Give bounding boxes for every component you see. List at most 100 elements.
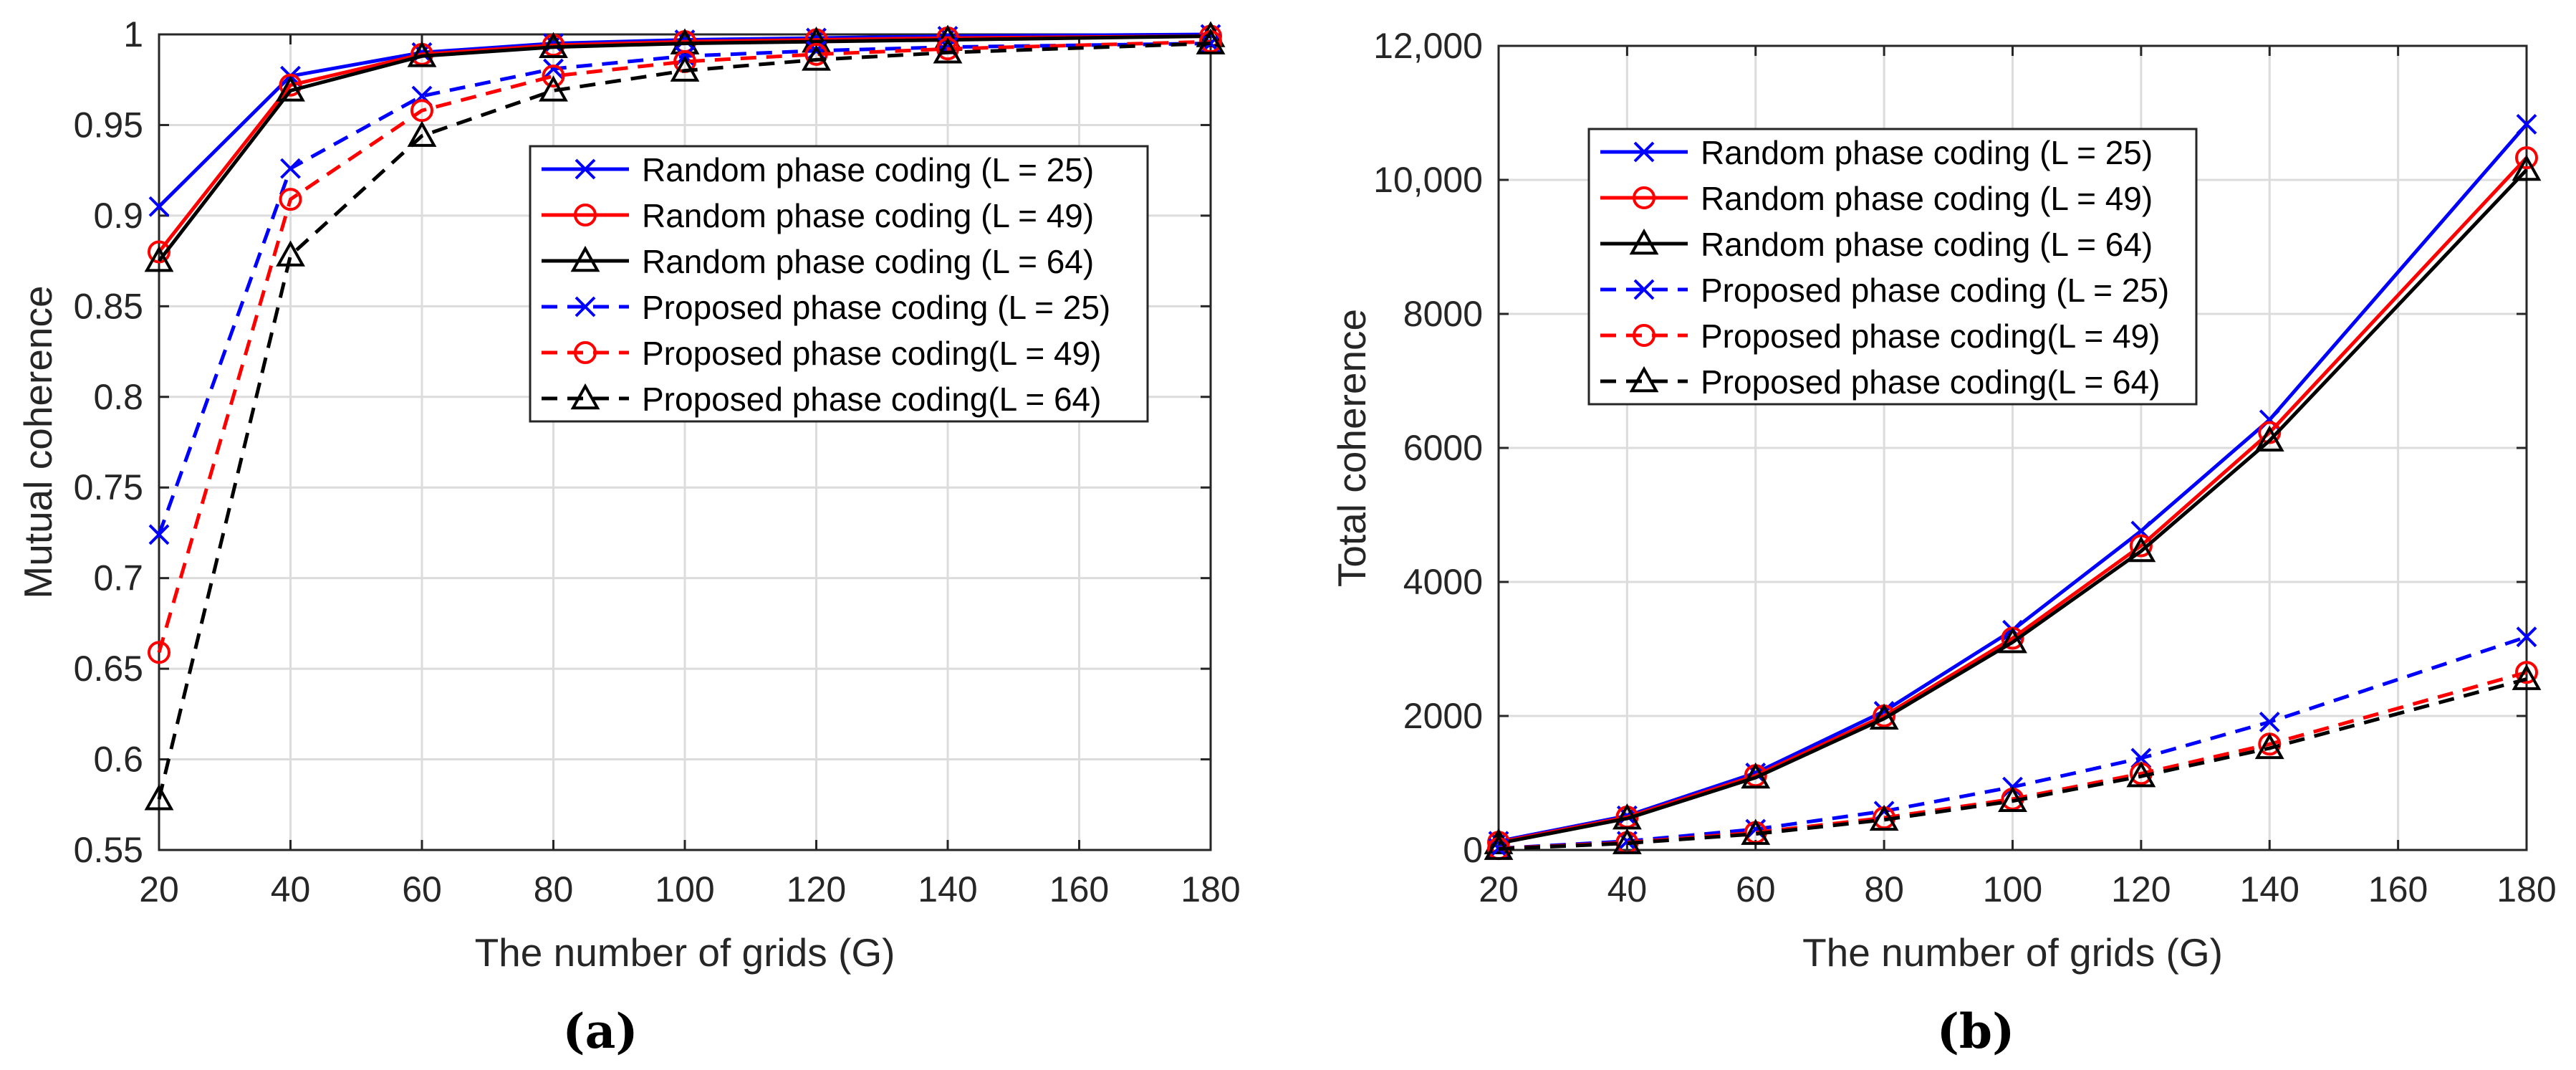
y-tick-label: 8000	[1403, 294, 1483, 334]
x-tick-label: 160	[1049, 869, 1109, 909]
legend-item: Proposed phase coding (L = 25)	[1600, 272, 2169, 309]
legend-label: Proposed phase coding (L = 25)	[1701, 272, 2169, 309]
x-tick-label: 140	[918, 869, 977, 909]
data-point	[2516, 113, 2537, 135]
legend-box	[529, 145, 1149, 423]
legend-marker	[570, 245, 600, 272]
y-axis-label: Total coherence	[1330, 309, 1374, 587]
data-point	[2126, 761, 2156, 788]
data-point	[2254, 732, 2284, 760]
series-2	[1484, 154, 2542, 854]
data-point	[1998, 785, 2027, 813]
y-tick-label: 0.65	[74, 649, 143, 689]
data-point	[2129, 534, 2153, 558]
series-line	[157, 42, 1211, 535]
legend-label: Proposed phase coding(L = 64)	[1701, 363, 2160, 401]
data-point	[407, 120, 437, 147]
legend-box	[1587, 128, 2198, 406]
data-point	[542, 65, 565, 88]
series-5	[144, 28, 1226, 811]
legend-item: Proposed phase coding(L = 64)	[542, 381, 1101, 418]
data-point	[1484, 833, 1514, 860]
x-tick-label: 80	[1864, 869, 1904, 909]
data-point	[276, 240, 305, 267]
legend-label: Random phase coding (L = 25)	[1701, 134, 2153, 171]
legend-label: Proposed phase coding(L = 49)	[1701, 317, 2160, 355]
y-tick-label: 0	[1463, 830, 1483, 870]
data-point	[539, 75, 568, 102]
y-tick-label: 12,000	[1373, 26, 1483, 66]
data-point	[148, 524, 170, 545]
data-point	[148, 240, 170, 264]
legend-item: Random phase coding (L = 64)	[1600, 226, 2153, 263]
x-tick-label: 20	[1479, 869, 1519, 909]
legend-label: Random phase coding (L = 49)	[1701, 180, 2153, 217]
legend-marker	[574, 341, 597, 364]
series-5	[1484, 664, 2542, 860]
y-tick-label: 0.9	[93, 196, 143, 236]
ticks: 20 40 60 80 100 120 140 160 180 0.55 0.6 0.65 0.7 0.7…	[74, 14, 1241, 909]
legend-label: Random phase coding (L = 49)	[642, 197, 1094, 234]
legend-item: Random phase coding (L = 64)	[542, 243, 1094, 280]
legend: Random phase coding (L = 25) Random phase…	[529, 145, 1149, 423]
data-point	[2512, 664, 2542, 690]
series-line	[1498, 168, 2528, 846]
data-point	[1869, 703, 1899, 730]
legend-marker	[575, 158, 596, 180]
legend-label: Random phase coding (L = 25)	[642, 151, 1094, 188]
data-point	[1196, 28, 1226, 54]
x-tick-label: 40	[271, 869, 311, 909]
x-tick-label: 80	[534, 869, 574, 909]
data-point	[670, 55, 700, 82]
y-tick-label: 1	[123, 14, 143, 54]
data-point	[279, 188, 302, 211]
legend-item: Random phase coding (L = 49)	[542, 197, 1094, 234]
data-point	[802, 44, 831, 71]
data-point	[1741, 818, 1771, 845]
y-tick-label: 0.95	[74, 105, 143, 145]
series-line	[158, 32, 1211, 208]
y-tick-label: 10,000	[1373, 160, 1483, 200]
x-tick-label: 160	[2368, 869, 2428, 909]
x-tick-label: 60	[1736, 869, 1776, 909]
legend-item: Random phase coding (L = 25)	[542, 151, 1094, 188]
legend-marker	[1633, 141, 1655, 163]
y-tick-label: 2000	[1403, 696, 1483, 736]
data-point	[1612, 803, 1642, 830]
legend-marker	[1629, 228, 1659, 255]
data-point	[2515, 661, 2538, 684]
data-point	[1998, 627, 2027, 654]
y-tick-label: 0.85	[74, 286, 143, 326]
series-line	[157, 42, 1211, 800]
legend-marker	[575, 296, 596, 317]
data-point	[2515, 146, 2538, 170]
data-point	[1741, 762, 1771, 789]
x-axis-label: The number of grids (G)	[475, 930, 895, 975]
x-tick-label: 120	[787, 869, 846, 909]
x-tick-label: 100	[1983, 869, 2042, 909]
legend-item: Proposed phase coding (L = 25)	[542, 289, 1110, 326]
legend-marker	[1633, 186, 1655, 209]
data-point	[2126, 535, 2156, 563]
series-line	[1498, 670, 2527, 851]
y-tick-label: 0.6	[93, 740, 143, 780]
panel-caption: (b)	[1937, 1003, 2015, 1059]
legend-label: Proposed phase coding (L = 25)	[642, 289, 1110, 326]
series-line	[157, 39, 1211, 654]
data-point	[933, 37, 963, 64]
y-tick-label: 4000	[1403, 562, 1483, 602]
y-tick-label: 0.55	[74, 830, 143, 870]
data-point	[1869, 804, 1899, 831]
legend-marker	[1633, 324, 1655, 347]
data-point	[804, 42, 828, 66]
legend-item: Random phase coding (L = 49)	[1600, 180, 2153, 217]
chart-panel-a: 20 40 60 80 100 120 140 160 180 0.55 0.6 0.65 0.7 0.7…	[16, 14, 1241, 1059]
data-point	[2259, 712, 2280, 732]
data-point	[2254, 425, 2284, 452]
x-axis-label: The number of grids (G)	[1802, 930, 2223, 975]
data-point	[280, 158, 301, 179]
x-tick-label: 40	[1607, 869, 1648, 909]
data-point	[148, 196, 170, 217]
